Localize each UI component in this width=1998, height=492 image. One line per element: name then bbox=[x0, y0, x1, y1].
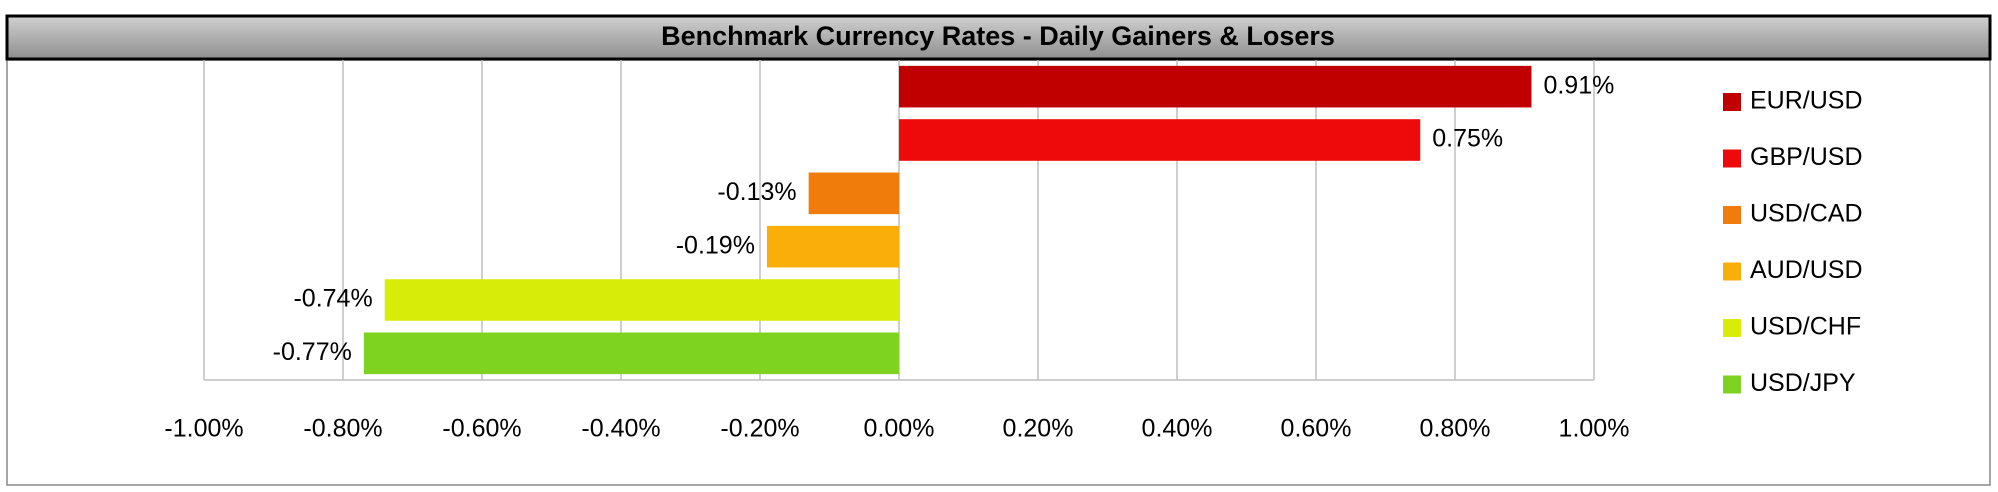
legend-label: USD/CHF bbox=[1750, 313, 1861, 341]
data-label: 0.91% bbox=[1543, 71, 1614, 99]
legend-swatch bbox=[1723, 375, 1741, 394]
x-tick-label: -0.80% bbox=[303, 415, 382, 443]
legend-swatch bbox=[1723, 262, 1741, 281]
x-tick-label: 0.60% bbox=[1281, 415, 1352, 443]
x-tick-label: 0.80% bbox=[1420, 415, 1491, 443]
legend-swatch bbox=[1723, 319, 1741, 337]
x-tick-label: 1.00% bbox=[1559, 415, 1630, 443]
bar bbox=[363, 332, 900, 375]
data-label: -0.74% bbox=[293, 285, 372, 313]
x-tick-label: 0.40% bbox=[1142, 415, 1213, 443]
legend-swatch bbox=[1723, 206, 1741, 224]
legend-label: AUD/USD bbox=[1750, 256, 1863, 284]
data-label: 0.75% bbox=[1432, 125, 1503, 153]
bar bbox=[808, 172, 899, 215]
x-tick-label: -0.40% bbox=[581, 415, 660, 443]
data-label: -0.77% bbox=[273, 338, 352, 366]
legend-label: USD/JPY bbox=[1750, 369, 1856, 397]
data-label: -0.19% bbox=[676, 231, 755, 259]
x-tick-label: -0.60% bbox=[442, 415, 521, 443]
legend-swatch bbox=[1723, 93, 1741, 111]
title-bar bbox=[5, 14, 1992, 61]
chart-title: Benchmark Currency Rates - Daily Gainers… bbox=[661, 21, 1335, 51]
legend-label: GBP/USD bbox=[1750, 143, 1863, 171]
legend-label: USD/CAD bbox=[1750, 200, 1863, 228]
bar bbox=[899, 65, 1532, 108]
legend-label: EUR/USD bbox=[1750, 87, 1863, 115]
bar bbox=[384, 279, 899, 321]
x-tick-label: -0.20% bbox=[720, 415, 799, 443]
x-tick-label: 0.20% bbox=[1003, 415, 1074, 443]
legend-swatch bbox=[1723, 149, 1741, 168]
x-tick-label: -1.00% bbox=[164, 415, 243, 443]
bar bbox=[899, 119, 1421, 161]
data-label: -0.13% bbox=[717, 178, 796, 206]
bar bbox=[766, 225, 899, 268]
x-tick-label: 0.00% bbox=[864, 415, 935, 443]
